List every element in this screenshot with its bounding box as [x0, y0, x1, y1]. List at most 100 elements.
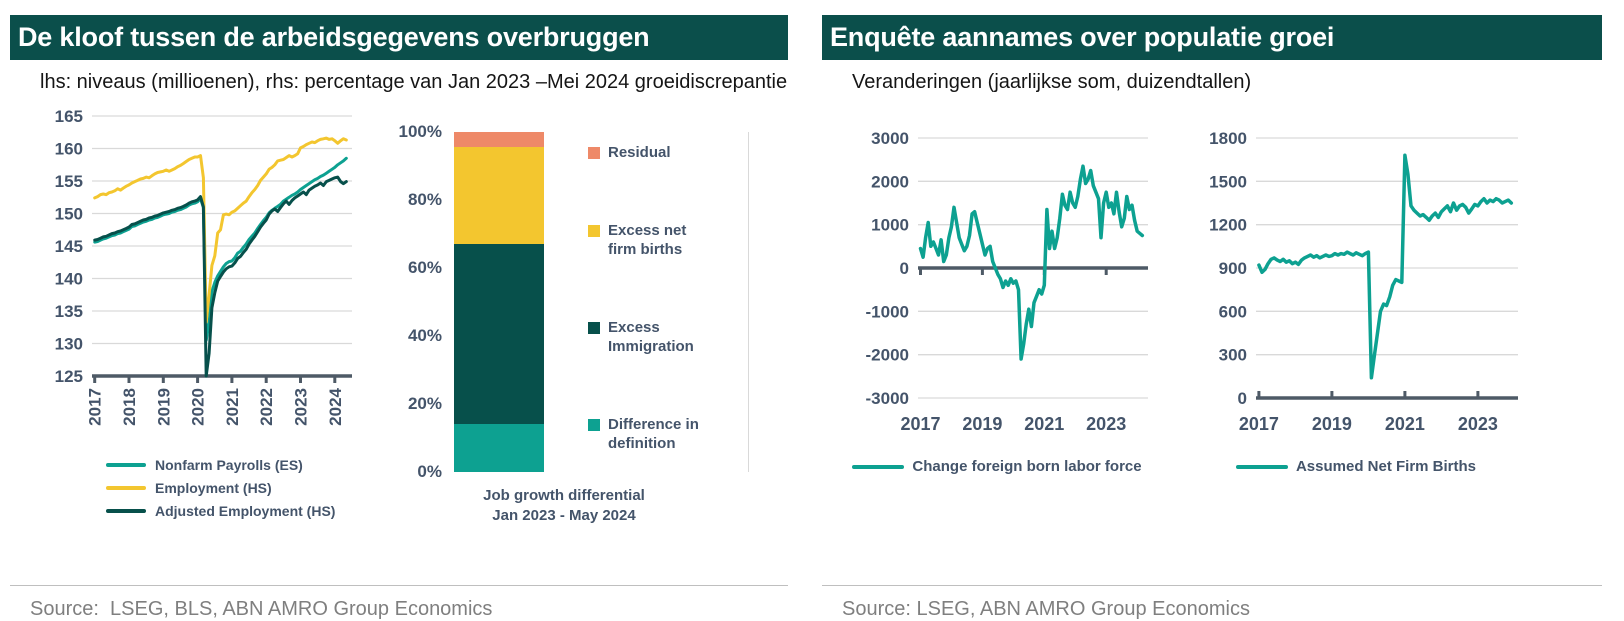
right-panel-footer: Source: LSEG, ABN AMRO Group Economics	[822, 585, 1602, 621]
bar-legend-item-difference-in-definition: Difference in definition	[588, 416, 738, 454]
bar-legend-swatch	[588, 419, 600, 432]
y-tick-label: 300	[1219, 346, 1247, 365]
x-tick-label: 2021	[223, 388, 242, 426]
bar-legend-swatch	[588, 322, 600, 335]
right-panel: Enquête aannames over populatie groei Ve…	[822, 15, 1602, 621]
y-tick-label: 900	[1219, 259, 1247, 278]
x-tick-label: 2023	[292, 388, 311, 426]
y-tick-label: 1500	[1209, 172, 1247, 191]
right-panel-subtitle: Veranderingen (jaarlijkse som, duizendta…	[852, 71, 1252, 93]
job-growth-bar-area: 0% 20% 40% 60% 80% 100% Residual Excess net fi…	[390, 122, 749, 481]
bar-y-tick-label: 80%	[407, 190, 442, 209]
bar-legend-item-residual: Residual	[588, 144, 738, 163]
stacked-bar	[454, 132, 544, 472]
x-tick-label: 2022	[257, 388, 276, 426]
bar-segment-difference-in-definition	[454, 424, 544, 472]
y-tick-label: 160	[55, 140, 83, 159]
bar-legend: Residual Excess net firm births Excess Imm…	[588, 132, 738, 472]
bar-y-tick-label: 60%	[407, 258, 442, 277]
net-firm-births-legend: Assumed Net Firm Births	[1235, 458, 1477, 475]
y-tick-label: 145	[55, 237, 83, 256]
bar-segment-residual	[454, 132, 544, 148]
x-tick-label: 2018	[120, 388, 139, 426]
x-tick-label: 2023	[1086, 414, 1126, 434]
x-tick-label: 2024	[326, 387, 345, 425]
y-tick-label: -3000	[866, 389, 909, 408]
x-tick-label: 2021	[1385, 414, 1425, 434]
y-tick-label: -2000	[866, 346, 909, 365]
left-panel-header: De kloof tussen de arbeidsgegevens overb…	[10, 15, 788, 60]
bar-y-tick-label: 100%	[398, 122, 442, 141]
bar-caption: Job growth differential Jan 2023 - May 2…	[390, 486, 738, 527]
y-tick-label: 0	[900, 259, 909, 278]
x-tick-label: 2019	[1312, 414, 1352, 434]
bar-legend-label: Excess Immigration	[608, 319, 694, 356]
right-source-text: Source: LSEG, ABN AMRO Group Economics	[842, 598, 1250, 620]
series-employment-hs	[93, 136, 348, 324]
net-firm-births-block: 0 300 600 900 1200 1500 1800 2017 2019 2021 2023 A…	[1184, 128, 1528, 475]
left-panel: De kloof tussen de arbeidsgegevens overb…	[10, 15, 788, 621]
y-tick-label: 3000	[871, 129, 909, 148]
right-charts-row: -3000 -2000 -1000 0 1000 2000 3000 2017 2019 2021…	[836, 128, 1602, 475]
left-panel-title: De kloof tussen de arbeidsgegevens overb…	[18, 22, 650, 52]
labor-lines-chart: 125 130 135 140 145 150 155 160 165 2017 2018 2019 2…	[55, 107, 352, 426]
series-change-foreign-born-labor-force	[918, 164, 1145, 361]
legend-item-nonfarm-payrolls-es: Nonfarm Payrolls (ES)	[106, 457, 366, 473]
right-panel-header: Enquête aannames over populatie groei	[822, 15, 1602, 60]
y-tick-label: 140	[55, 270, 83, 289]
x-tick-label: 2023	[1458, 414, 1498, 434]
y-tick-label: 135	[55, 302, 83, 321]
y-tick-label: 1800	[1209, 129, 1247, 148]
foreign-born-legend: Change foreign born labor force	[852, 458, 1142, 475]
bar-legend-item-excess-immigration: Excess Immigration	[588, 319, 738, 357]
x-tick-label: 2019	[154, 388, 173, 426]
legend-label: Nonfarm Payrolls (ES)	[155, 457, 303, 473]
left-panel-subtitle: lhs: niveaus (millioenen), rhs: percenta…	[40, 71, 788, 93]
bar-legend-label: Residual	[608, 144, 671, 161]
y-tick-label: 1000	[871, 216, 909, 235]
legend-line-swatch	[1235, 464, 1288, 469]
bar-legend-label: Excess net firm births	[608, 222, 687, 259]
series-nonfarm-payrolls-es	[93, 156, 348, 342]
x-tick-label: 2020	[189, 388, 208, 426]
legend-label: Adjusted Employment (HS)	[155, 503, 336, 519]
bar-y-axis-labels: 0% 20% 40% 60% 80% 100%	[390, 122, 454, 481]
y-tick-label: 150	[55, 205, 83, 224]
left-source-text: Source: LSEG, BLS, ABN AMRO Group Econom…	[30, 598, 493, 620]
legend-line-swatch	[106, 486, 146, 490]
y-tick-label: 1200	[1209, 216, 1247, 235]
y-tick-label: -1000	[866, 302, 909, 321]
job-growth-bar-block: 0% 20% 40% 60% 80% 100% Residual Excess net fi…	[390, 122, 749, 527]
y-tick-label: 130	[55, 335, 83, 354]
bar-caption-line2: Jan 2023 - May 2024	[492, 507, 636, 525]
legend-line-swatch	[106, 463, 146, 467]
x-tick-label: 2019	[962, 414, 1002, 434]
bar-segment-excess-immigration	[454, 244, 544, 425]
foreign-born-block: -3000 -2000 -1000 0 1000 2000 3000 2017 2019 2021…	[836, 128, 1158, 475]
right-panel-title: Enquête aannames over populatie groei	[830, 22, 1335, 52]
bar-y-tick-label: 40%	[407, 326, 442, 345]
y-tick-label: 155	[55, 172, 83, 191]
series-adjusted-employment-hs	[93, 175, 348, 378]
legend-label: Employment (HS)	[155, 480, 272, 496]
legend-line-swatch	[852, 464, 905, 469]
labor-lines-legend: Nonfarm Payrolls (ES) Employment (HS) Adju…	[106, 457, 366, 519]
left-charts-row: 125 130 135 140 145 150 155 160 165 2017 2018 2019 2…	[30, 106, 788, 527]
x-tick-label: 2021	[1024, 414, 1064, 434]
left-panel-footer: Source: LSEG, BLS, ABN AMRO Group Econom…	[10, 585, 788, 621]
labor-lines-block: 125 130 135 140 145 150 155 160 165 2017 2018 2019 2…	[30, 106, 366, 527]
bar-legend-item-excess-net-firm-births: Excess net firm births	[588, 222, 738, 260]
y-tick-label: 0	[1238, 389, 1247, 408]
legend-item-employment-hs: Employment (HS)	[106, 480, 366, 496]
legend-label: Assumed Net Firm Births	[1295, 458, 1477, 475]
bar-y-tick-label: 0%	[417, 462, 442, 481]
x-tick-label: 2017	[1239, 414, 1279, 434]
y-tick-label: 600	[1219, 302, 1247, 321]
bar-legend-label: Difference in definition	[608, 416, 699, 453]
y-tick-label: 165	[55, 107, 83, 126]
legend-label: Change foreign born labor force	[912, 458, 1142, 475]
bar-caption-line1: Job growth differential	[483, 487, 645, 504]
legend-line-swatch	[106, 509, 146, 513]
x-tick-label: 2017	[86, 388, 105, 426]
